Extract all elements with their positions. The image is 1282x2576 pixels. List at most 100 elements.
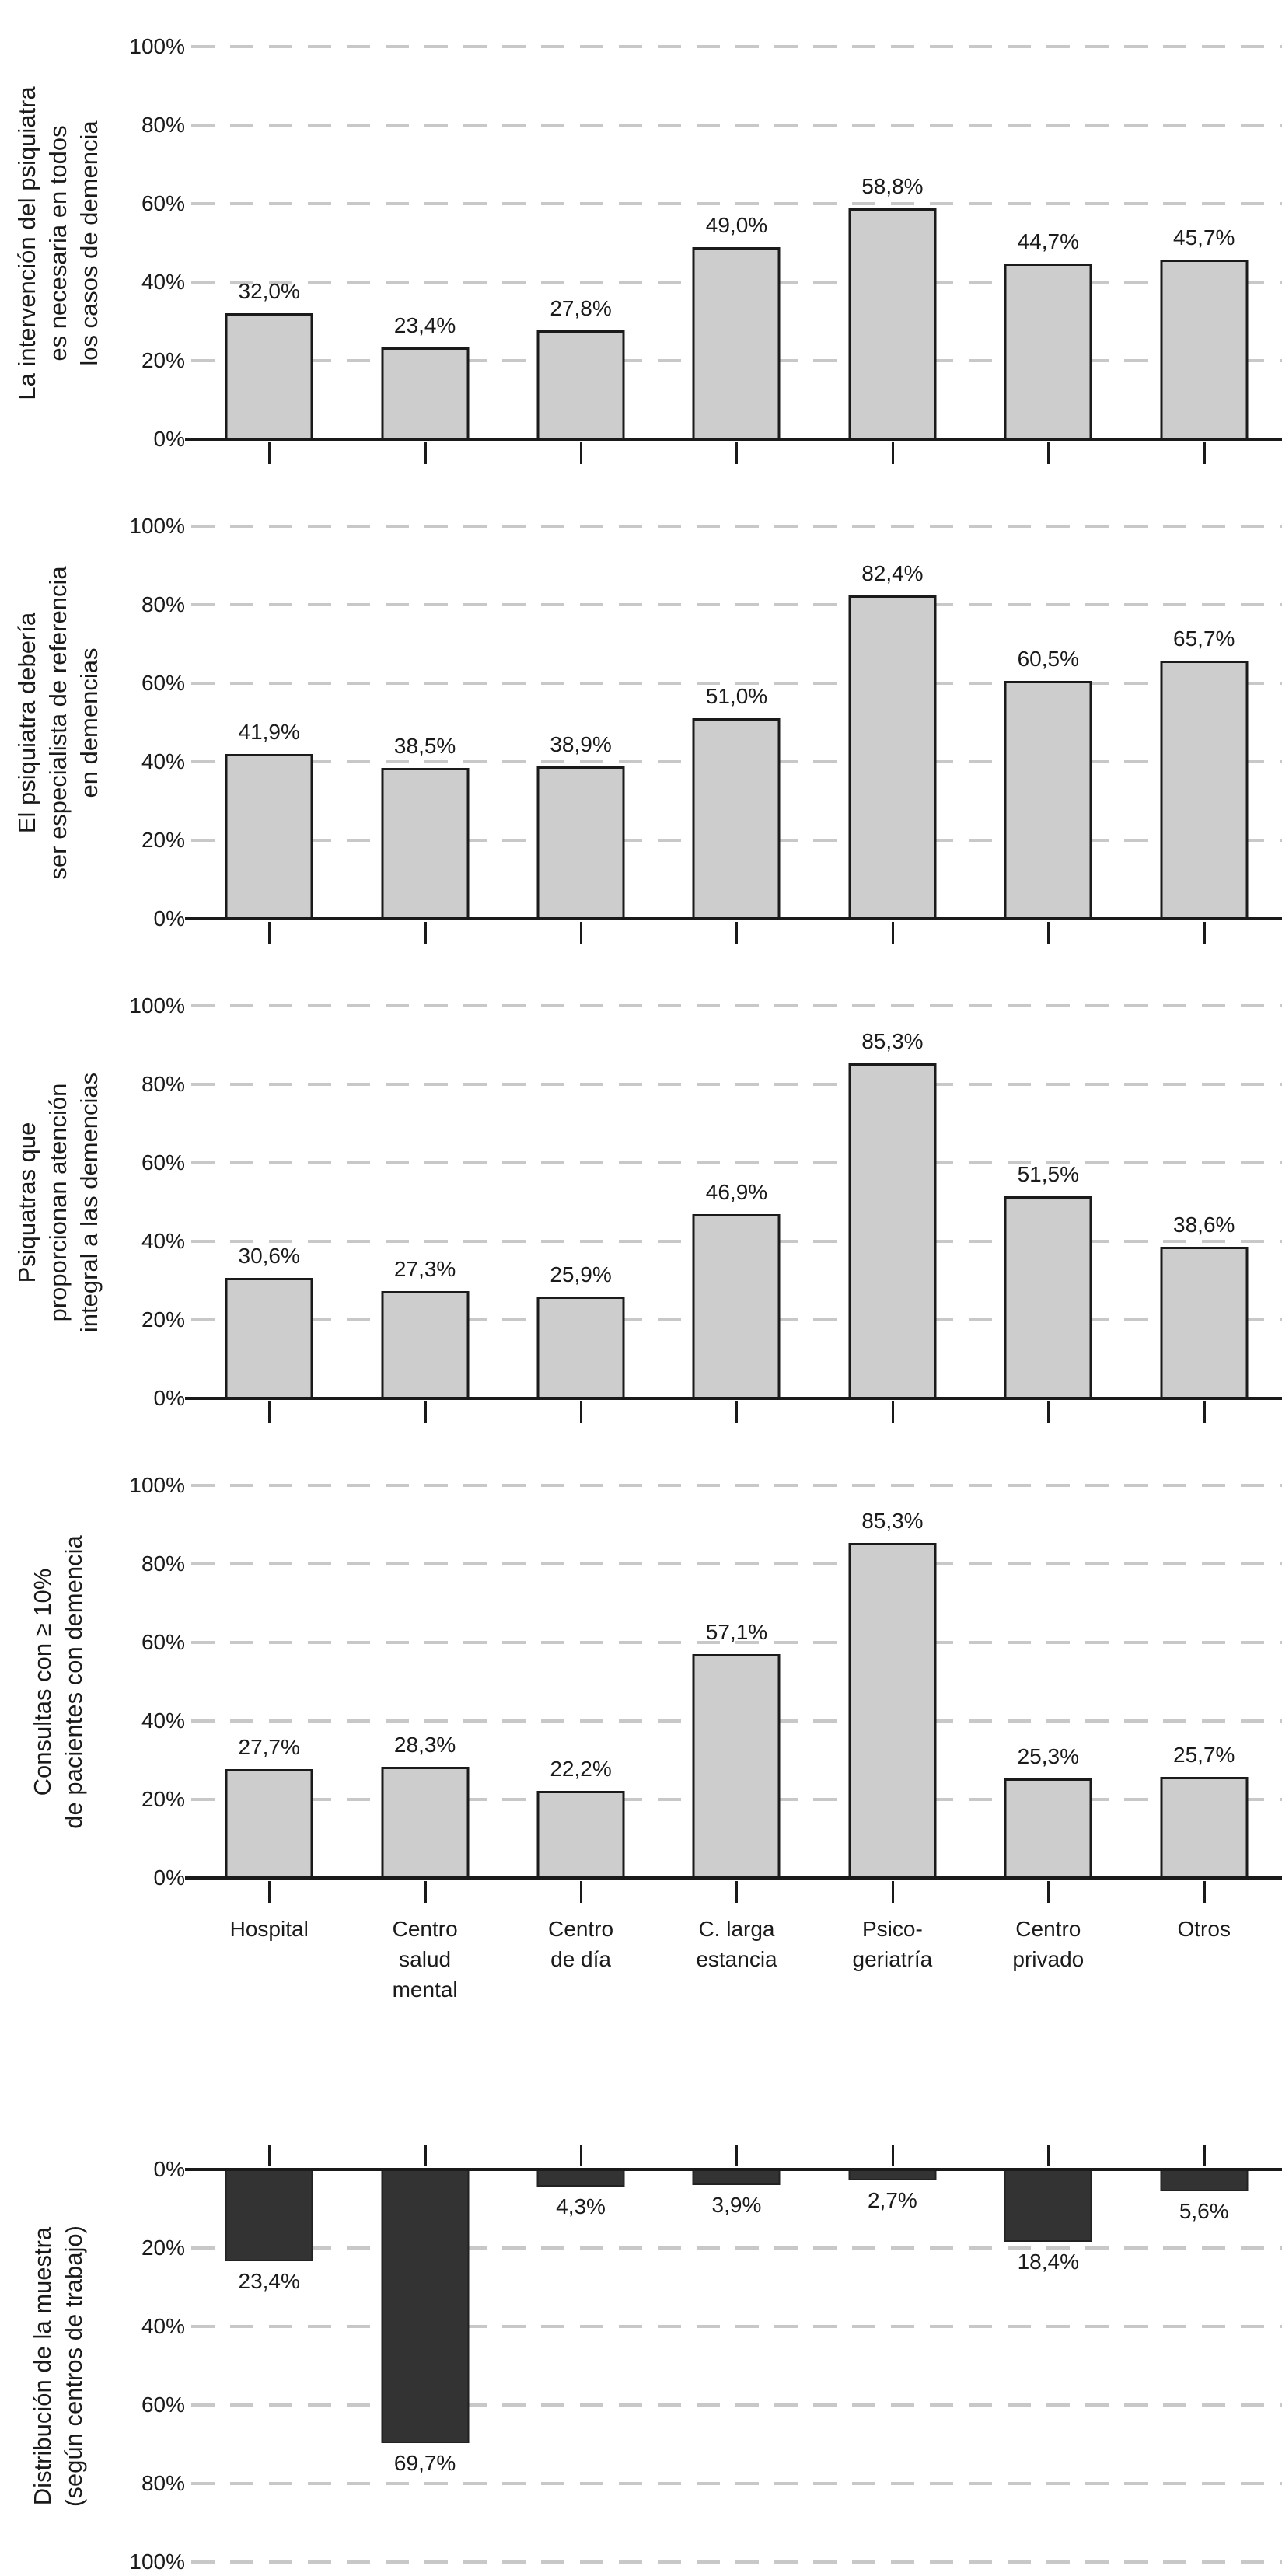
bar (1160, 1247, 1249, 1398)
bar (381, 1291, 470, 1398)
x-axis-line (185, 2168, 1282, 2171)
bar-value-label: 82,4% (861, 560, 924, 585)
bar-value-label: 28,3% (393, 1733, 456, 1757)
chart-panel-4: Consultas con ≥ 10% de pacientes con deme… (0, 1473, 1282, 1903)
x-axis-tick (268, 2145, 271, 2166)
bar-slot-centro-de-d-a: 25,9% (503, 1006, 658, 1423)
bar-value-label: 23,4% (393, 312, 456, 337)
plot-area: 32,0% 23,4% 27,8% 49,0% 58,8% 44,7% 45,7% (185, 45, 1282, 464)
gridline (191, 1004, 1282, 1007)
bar-slot-hospital: 27,7% (191, 1485, 347, 1903)
bar (692, 1214, 781, 1398)
plot-area: 41,9% 38,5% 38,9% 51,0% 82,4% 60,5% 65,7% (185, 525, 1282, 944)
bar (536, 1297, 625, 1398)
gridline (191, 1562, 1282, 1565)
panel-title-area: El psiquiatra debería ser especialista de… (0, 526, 117, 919)
bar-slot-hospital: 32,0% (191, 47, 347, 464)
bar-value-label: 23,4% (238, 2269, 300, 2294)
bar-slot-centro-salud-mental: 27,3% (347, 1006, 502, 1423)
category-label: Centro salud mental (392, 1917, 458, 2002)
bar (536, 766, 625, 919)
bar-slots: 23,4% 69,7% 4,3% 3,9% 2,7% 18,4% 5,6% (191, 2145, 1282, 2562)
y-axis-tick-label: 80% (141, 1552, 185, 1576)
x-axis-line (185, 1876, 1282, 1880)
x-axis-tick (1203, 922, 1206, 944)
gridline (191, 603, 1282, 606)
bar-slots: 41,9% 38,5% 38,9% 51,0% 82,4% 60,5% 65,7% (191, 526, 1282, 944)
y-axis-tick-label: 100% (129, 1473, 185, 1497)
bar-value-label: 58,8% (861, 174, 924, 199)
x-axis-tick (424, 2145, 427, 2166)
x-axis-tick (424, 922, 427, 944)
x-axis-line (185, 1397, 1282, 1400)
chart-panel-5: Distribución de la muestra (según centros… (0, 2145, 1282, 2574)
bar-slot-psico-geriatr-a: 85,3% (815, 1485, 970, 1903)
bar (692, 1653, 781, 1878)
x-axis-tick (1047, 922, 1050, 944)
gridline (191, 1641, 1282, 1644)
x-axis-tick (735, 922, 739, 944)
chart-panels-host: La intervención del psiquiatra es necesar… (0, 34, 1282, 2574)
y-axis: 0% 20% 40% 60% 80% 100% (117, 514, 191, 930)
bar-slot-psico-geriatr-a: 58,8% (815, 47, 970, 464)
panel-title-area: La intervención del psiquiatra es necesar… (0, 47, 117, 439)
y-axis-tick-label: 60% (141, 1630, 185, 1654)
bar-slot-centro-salud-mental: 69,7% (347, 2145, 502, 2562)
bar-value-label: 38,6% (1173, 1213, 1235, 1237)
bar-slot-centro-salud-mental: 38,5% (347, 526, 502, 944)
y-axis-tick-label: 20% (141, 1787, 185, 1811)
chart-panel-3: Psiquatras que proporcionan atención integ… (0, 993, 1282, 1423)
gridline (191, 2403, 1282, 2407)
panel-title-area: Psiquatras que proporcionan atención integ… (0, 1006, 117, 1398)
y-axis-tick-label: 40% (141, 1229, 185, 1253)
bar-value-label: 57,1% (705, 1619, 768, 1644)
bar (692, 718, 781, 919)
x-axis-tick (891, 922, 894, 944)
gridline (191, 202, 1282, 205)
bar-value-label: 3,9% (711, 2192, 762, 2217)
bar (848, 1543, 937, 1878)
bar (225, 754, 313, 919)
bar (848, 1063, 937, 1398)
gridline (191, 2482, 1282, 2485)
plot-area: 27,7% 28,3% 22,2% 57,1% 85,3% 25,3% 25,7% (185, 1484, 1282, 1903)
x-axis-tick (580, 1401, 583, 1423)
bar (536, 2169, 625, 2187)
bar-slot-hospital: 23,4% (191, 2145, 347, 2562)
gridline (191, 682, 1282, 685)
x-axis-tick (268, 922, 271, 944)
bar-slot-c-larga-estancia: 46,9% (658, 1006, 814, 1423)
bar (225, 313, 313, 439)
bar-slot-c-larga-estancia: 3,9% (658, 2145, 814, 2562)
bar-value-label: 30,6% (238, 1244, 300, 1269)
bar-slot-otros: 65,7% (1127, 526, 1282, 944)
bar-value-label: 60,5% (1017, 647, 1080, 672)
bar-value-label: 25,9% (550, 1262, 612, 1287)
bar (381, 347, 470, 439)
gridline (191, 1484, 1282, 1487)
bar-value-label: 27,3% (393, 1257, 456, 1282)
bar (848, 595, 937, 919)
bar (381, 2169, 470, 2443)
x-axis-tick (424, 1881, 427, 1903)
bar-value-label: 27,8% (550, 295, 612, 320)
y-axis-tick-label: 100% (129, 2550, 185, 2574)
bar (225, 1769, 313, 1878)
bar (1160, 2169, 1249, 2192)
bar-slot-hospital: 30,6% (191, 1006, 347, 1423)
x-axis-tick (1047, 442, 1050, 464)
x-axis-tick (735, 1881, 739, 1903)
panel-title: Consultas con ≥ 10% de pacientes con deme… (29, 1534, 87, 1829)
gridline (191, 525, 1282, 528)
bar-slot-centro-de-d-a: 4,3% (503, 2145, 658, 2562)
x-axis-tick (891, 1401, 894, 1423)
y-axis-tick-label: 0% (153, 1866, 185, 1890)
category-label: Centro privado (1012, 1917, 1085, 1971)
y-axis: 0% 20% 40% 60% 80% 100% (117, 1473, 191, 1890)
category-label: Hospital (229, 1917, 309, 1941)
x-axis-line (185, 917, 1282, 920)
x-axis-tick (735, 2145, 739, 2166)
y-axis-tick-label: 80% (141, 592, 185, 616)
gridline (191, 2246, 1282, 2250)
